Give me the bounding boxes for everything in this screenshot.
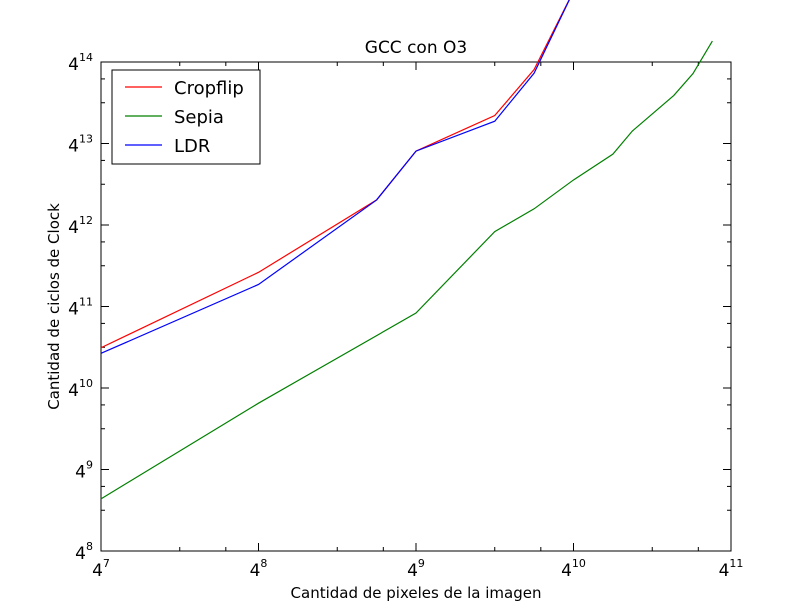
x-tick-base: 4 <box>407 561 418 581</box>
major-ticks <box>100 61 732 552</box>
y-axis-label: Cantidad de ciclos de Clock <box>45 203 63 410</box>
x-axis-label: Cantidad de pixeles de la imagen <box>291 584 542 602</box>
y-tick-base: 4 <box>75 544 86 564</box>
x-tick-label: 48 <box>250 557 268 581</box>
y-tick-label: 414 <box>68 51 93 75</box>
y-tick-label: 411 <box>68 296 93 320</box>
y-tick-base: 4 <box>68 55 79 75</box>
y-tick-label: 413 <box>68 133 93 157</box>
x-tick-label: 47 <box>92 557 110 581</box>
x-tick-exponent: 9 <box>418 557 425 570</box>
legend-box <box>111 69 261 165</box>
y-tick-exponent: 10 <box>79 377 93 390</box>
y-tick-label: 412 <box>68 214 93 238</box>
series-line-cropflip <box>100 0 570 349</box>
x-tick-label: 411 <box>719 557 744 581</box>
y-tick-exponent: 8 <box>86 540 93 553</box>
y-tick-label: 48 <box>75 540 93 564</box>
series-lines <box>100 0 713 500</box>
y-tick-exponent: 11 <box>79 296 93 309</box>
series-line-ldr <box>100 0 570 354</box>
series-line-sepia <box>100 40 713 500</box>
y-tick-label: 410 <box>68 377 93 401</box>
y-tick-base: 4 <box>68 218 79 238</box>
x-tick-exponent: 11 <box>729 557 743 570</box>
y-tick-exponent: 13 <box>79 133 93 146</box>
y-tick-exponent: 14 <box>79 51 93 64</box>
legend-label: Cropflip <box>174 78 244 99</box>
x-tick-base: 4 <box>250 561 261 581</box>
y-tick-base: 4 <box>68 137 79 157</box>
x-tick-label: 410 <box>561 557 586 581</box>
legend-label: Sepia <box>174 107 224 128</box>
legend-label: LDR <box>174 136 210 157</box>
y-tick-base: 4 <box>68 381 79 401</box>
y-tick-exponent: 12 <box>79 214 93 227</box>
x-tick-label: 49 <box>407 557 425 581</box>
x-tick-exponent: 7 <box>103 557 110 570</box>
legend: Cropflip Sepia LDR <box>111 69 261 165</box>
x-tick-exponent: 10 <box>572 557 586 570</box>
y-tick-exponent: 9 <box>86 459 93 472</box>
y-tick-label: 49 <box>75 459 93 483</box>
y-tick-base: 4 <box>75 463 86 483</box>
y-tick-base: 4 <box>68 300 79 320</box>
x-tick-base: 4 <box>561 561 572 581</box>
x-tick-base: 4 <box>719 561 730 581</box>
chart-title: GCC con O3 <box>365 38 467 58</box>
x-tick-base: 4 <box>92 561 103 581</box>
x-tick-exponent: 8 <box>260 557 267 570</box>
